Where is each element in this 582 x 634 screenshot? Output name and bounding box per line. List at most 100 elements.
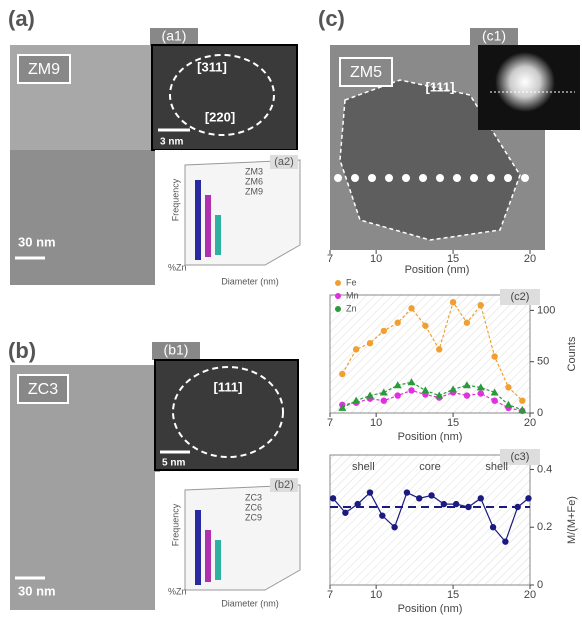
data-point	[435, 391, 444, 399]
data-point	[391, 524, 398, 531]
legend-label: ZM6	[245, 176, 263, 186]
x-tick-label: 20	[524, 589, 536, 601]
data-point	[407, 378, 416, 386]
legend-label: ZM3	[245, 166, 263, 176]
plane-label: [220]	[205, 109, 235, 124]
tab	[500, 289, 540, 305]
tab	[150, 28, 198, 46]
y-tick-label: 100	[537, 304, 555, 316]
histogram-shape	[215, 540, 221, 580]
tab	[270, 155, 298, 169]
sample-label: ZC3	[28, 381, 58, 398]
x-tick-label: 7	[327, 417, 333, 429]
data-point	[393, 381, 402, 389]
inset-label: (b2)	[274, 479, 294, 491]
legend-marker	[335, 293, 341, 299]
plane-label: [111]	[214, 379, 243, 394]
tab	[270, 478, 298, 492]
data-point	[366, 340, 374, 347]
inset-label: (b1)	[164, 342, 189, 358]
panel-title: (c3)	[511, 451, 530, 463]
data-point	[380, 397, 388, 404]
data-point	[366, 391, 374, 399]
data-point	[476, 383, 485, 391]
data-point	[491, 397, 498, 404]
region-label: shell	[485, 461, 508, 473]
axis-label: %Zn	[168, 586, 187, 596]
legend-label: ZC9	[245, 512, 262, 522]
y-axis-label: Counts	[566, 336, 578, 371]
sample-box	[17, 54, 71, 84]
x-tick-label: 15	[447, 589, 459, 601]
axis-label: Position (nm)	[405, 264, 470, 276]
legend-label: ZC6	[245, 502, 262, 512]
data-point	[394, 392, 401, 399]
data-point	[505, 384, 512, 391]
plane-label: [311]	[197, 59, 227, 74]
x-tick-label: 10	[370, 253, 382, 265]
data-point	[342, 509, 349, 516]
inset-label: (a1)	[162, 28, 187, 44]
y-tick-label: 50	[537, 356, 549, 368]
x-axis-label: Position (nm)	[398, 431, 463, 443]
data-point	[428, 492, 435, 499]
panel-title: (c2)	[511, 291, 530, 303]
histogram-shape	[195, 510, 201, 585]
x-tick-label: 7	[327, 253, 333, 265]
sample-box	[17, 374, 69, 404]
data-point	[502, 538, 509, 545]
tab	[152, 342, 200, 360]
data-point	[436, 346, 443, 353]
outline	[169, 54, 275, 136]
legend-label: Zn	[346, 303, 357, 313]
axis-label: Diameter (nm)	[221, 276, 279, 286]
histogram-frame	[184, 159, 301, 266]
inset-image	[151, 44, 298, 151]
scale-label: 30 nm	[18, 583, 56, 598]
outline	[339, 79, 521, 241]
tab	[500, 449, 540, 465]
data-point	[352, 396, 361, 404]
data-point	[380, 327, 388, 335]
region-label: shell	[352, 461, 375, 473]
legend-marker	[335, 280, 341, 286]
plot-area	[329, 454, 531, 586]
histogram-shape	[205, 195, 211, 257]
data-point	[465, 503, 472, 511]
data-point	[338, 403, 347, 411]
y-tick-label: 0.4	[537, 463, 552, 475]
data-point	[352, 346, 360, 353]
plane-label: [111]	[426, 79, 455, 94]
data-point	[416, 495, 423, 502]
data-point	[421, 386, 430, 394]
legend-label: Mn	[346, 290, 359, 300]
data-point	[329, 495, 337, 502]
region-label: core	[419, 461, 440, 473]
panel-label: (b)	[8, 338, 36, 363]
data-point	[514, 503, 521, 511]
scale-label: 30 nm	[18, 234, 56, 249]
histogram-shape	[195, 180, 201, 260]
outline	[172, 366, 284, 458]
histogram-shape	[215, 215, 221, 255]
x-tick-label: 20	[524, 253, 536, 265]
histogram-shape	[205, 530, 211, 582]
axis-label: Frequency	[170, 503, 180, 546]
panel-label: (a)	[8, 6, 35, 31]
legend-marker	[335, 306, 341, 312]
data-point	[339, 370, 346, 378]
axis-label: %Zn	[168, 262, 187, 272]
y-tick-label: 0	[537, 407, 543, 419]
data-point	[477, 390, 484, 397]
panel-label: (c)	[318, 6, 345, 31]
data-point	[477, 495, 484, 502]
data-point	[504, 400, 513, 408]
data-point	[463, 319, 471, 326]
data-point	[379, 388, 388, 396]
particle-spot	[495, 52, 555, 112]
legend-label: ZC3	[245, 492, 262, 502]
x-tick-label: 20	[524, 417, 536, 429]
data-point	[422, 322, 429, 329]
x-tick-label: 15	[447, 253, 459, 265]
